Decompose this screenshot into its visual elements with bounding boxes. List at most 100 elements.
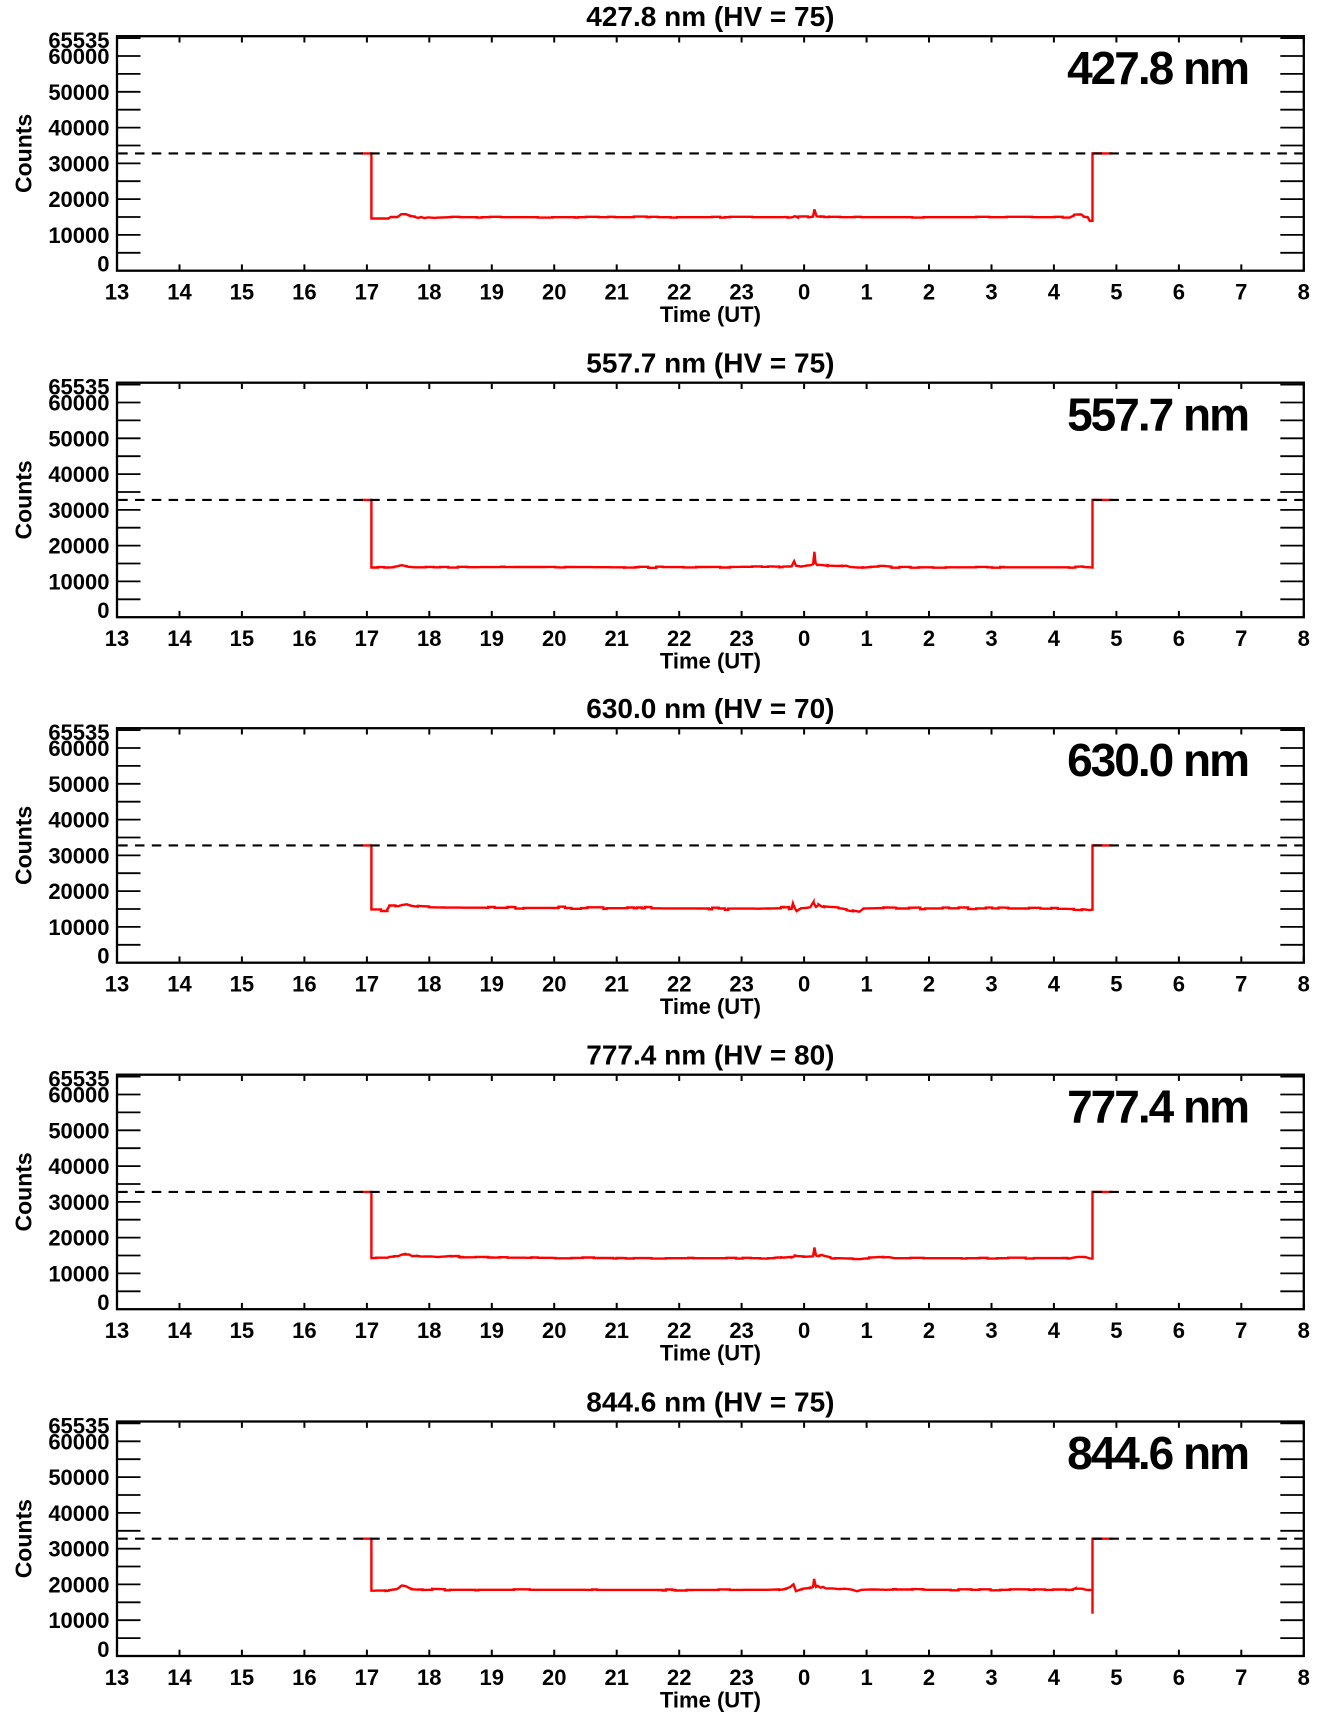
- svg-text:50000: 50000: [48, 772, 109, 797]
- svg-text:22: 22: [667, 1318, 691, 1343]
- svg-text:0: 0: [97, 1637, 109, 1662]
- svg-text:13: 13: [105, 1318, 129, 1343]
- svg-text:13: 13: [105, 626, 129, 651]
- svg-text:65535: 65535: [48, 1414, 109, 1439]
- svg-text:844.6 nm: 844.6 nm: [1067, 1427, 1248, 1479]
- svg-text:0: 0: [798, 626, 810, 651]
- svg-text:Counts: Counts: [11, 806, 37, 885]
- svg-text:3: 3: [985, 280, 997, 305]
- svg-text:30000: 30000: [48, 498, 109, 523]
- svg-text:14: 14: [167, 1318, 192, 1343]
- svg-text:65535: 65535: [48, 720, 109, 745]
- svg-text:1: 1: [860, 1318, 872, 1343]
- svg-text:0: 0: [798, 1665, 810, 1690]
- svg-text:20000: 20000: [48, 879, 109, 904]
- svg-text:7: 7: [1235, 626, 1247, 651]
- svg-text:0: 0: [798, 972, 810, 997]
- svg-text:16: 16: [292, 280, 316, 305]
- svg-text:4: 4: [1048, 626, 1061, 651]
- svg-text:8: 8: [1298, 1318, 1310, 1343]
- svg-text:20: 20: [542, 626, 566, 651]
- svg-text:20000: 20000: [48, 534, 109, 559]
- svg-text:19: 19: [480, 972, 504, 997]
- svg-text:844.6 nm (HV = 75): 844.6 nm (HV = 75): [586, 1387, 834, 1418]
- svg-text:2: 2: [923, 626, 935, 651]
- svg-text:16: 16: [292, 1318, 316, 1343]
- svg-text:6: 6: [1173, 626, 1185, 651]
- svg-text:10000: 10000: [48, 1261, 109, 1286]
- svg-text:20: 20: [542, 280, 566, 305]
- svg-text:21: 21: [604, 972, 628, 997]
- svg-text:17: 17: [355, 1318, 379, 1343]
- svg-text:65535: 65535: [48, 375, 109, 400]
- svg-text:8: 8: [1298, 972, 1310, 997]
- svg-text:30000: 30000: [48, 843, 109, 868]
- svg-text:14: 14: [167, 626, 192, 651]
- svg-text:10000: 10000: [48, 915, 109, 940]
- svg-text:15: 15: [230, 626, 254, 651]
- svg-text:20000: 20000: [48, 1572, 109, 1597]
- svg-text:13: 13: [105, 972, 129, 997]
- svg-text:557.7 nm: 557.7 nm: [1067, 388, 1248, 440]
- svg-text:30000: 30000: [48, 1537, 109, 1562]
- svg-text:Time (UT): Time (UT): [660, 649, 761, 674]
- svg-text:3: 3: [985, 972, 997, 997]
- svg-text:21: 21: [604, 1665, 628, 1690]
- svg-text:Time (UT): Time (UT): [660, 1341, 761, 1366]
- svg-text:10000: 10000: [48, 569, 109, 594]
- svg-text:23: 23: [729, 626, 753, 651]
- svg-text:19: 19: [480, 1318, 504, 1343]
- svg-text:40000: 40000: [48, 462, 109, 487]
- svg-text:50000: 50000: [48, 80, 109, 105]
- svg-text:50000: 50000: [48, 1465, 109, 1490]
- svg-text:23: 23: [729, 280, 753, 305]
- svg-text:1: 1: [860, 972, 872, 997]
- svg-text:60000: 60000: [48, 44, 109, 69]
- svg-text:18: 18: [417, 1665, 441, 1690]
- svg-text:2: 2: [923, 972, 935, 997]
- svg-text:5: 5: [1110, 1665, 1122, 1690]
- svg-text:16: 16: [292, 972, 316, 997]
- svg-text:40000: 40000: [48, 1154, 109, 1179]
- svg-text:20000: 20000: [48, 1226, 109, 1251]
- svg-text:21: 21: [604, 1318, 628, 1343]
- svg-text:7: 7: [1235, 1665, 1247, 1690]
- svg-text:3: 3: [985, 1665, 997, 1690]
- svg-text:8: 8: [1298, 626, 1310, 651]
- svg-text:630.0 nm (HV = 70): 630.0 nm (HV = 70): [586, 693, 834, 724]
- svg-text:22: 22: [667, 1665, 691, 1690]
- svg-text:19: 19: [480, 626, 504, 651]
- svg-text:6: 6: [1173, 280, 1185, 305]
- svg-text:40000: 40000: [48, 116, 109, 141]
- svg-text:15: 15: [230, 280, 254, 305]
- svg-text:23: 23: [729, 972, 753, 997]
- svg-text:14: 14: [167, 972, 192, 997]
- svg-text:23: 23: [729, 1665, 753, 1690]
- svg-text:777.4 nm (HV = 80): 777.4 nm (HV = 80): [586, 1040, 834, 1071]
- svg-text:19: 19: [480, 280, 504, 305]
- svg-text:40000: 40000: [48, 1501, 109, 1526]
- svg-text:20: 20: [542, 972, 566, 997]
- svg-text:5: 5: [1110, 280, 1122, 305]
- svg-text:19: 19: [480, 1665, 504, 1690]
- svg-text:65535: 65535: [48, 28, 109, 53]
- svg-text:8: 8: [1298, 280, 1310, 305]
- svg-text:13: 13: [105, 280, 129, 305]
- svg-text:4: 4: [1048, 972, 1061, 997]
- svg-text:Counts: Counts: [11, 1152, 37, 1231]
- svg-text:3: 3: [985, 626, 997, 651]
- svg-text:6: 6: [1173, 972, 1185, 997]
- svg-text:16: 16: [292, 1665, 316, 1690]
- svg-text:427.8 nm (HV = 75): 427.8 nm (HV = 75): [586, 1, 834, 32]
- svg-text:557.7 nm (HV = 75): 557.7 nm (HV = 75): [586, 348, 834, 379]
- svg-text:17: 17: [355, 626, 379, 651]
- svg-text:2: 2: [923, 1665, 935, 1690]
- svg-text:2: 2: [923, 1318, 935, 1343]
- svg-text:10000: 10000: [48, 223, 109, 248]
- svg-text:Counts: Counts: [11, 1499, 37, 1578]
- svg-text:15: 15: [230, 972, 254, 997]
- svg-text:7: 7: [1235, 280, 1247, 305]
- svg-text:30000: 30000: [48, 1190, 109, 1215]
- svg-text:20000: 20000: [48, 187, 109, 212]
- svg-text:16: 16: [292, 626, 316, 651]
